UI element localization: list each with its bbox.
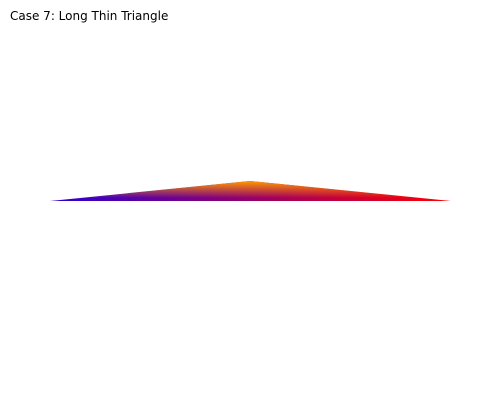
case-title: Case 7: Long Thin Triangle bbox=[10, 9, 169, 23]
long-thin-triangle-apex-shade bbox=[50, 181, 451, 201]
